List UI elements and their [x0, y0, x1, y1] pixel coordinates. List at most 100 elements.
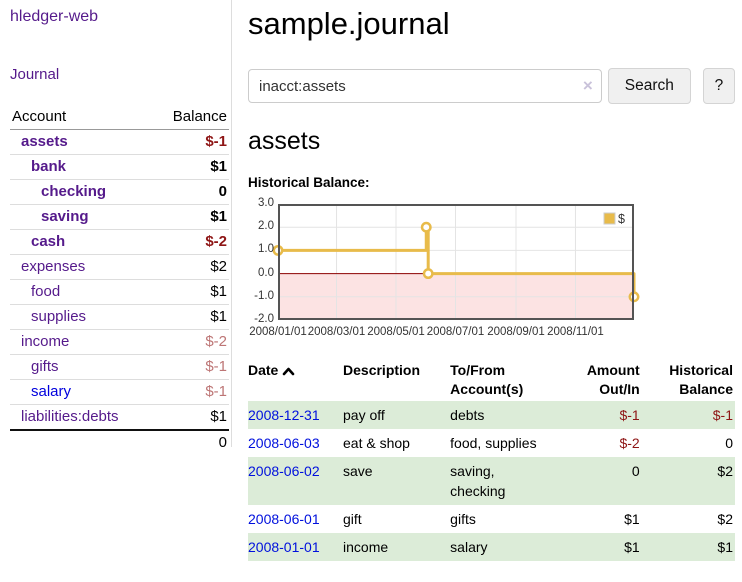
register-date-cell: 2008-06-03: [248, 429, 341, 457]
account-name-cell: liabilities:debts: [10, 404, 154, 431]
account-name-cell: assets: [10, 129, 154, 155]
help-button[interactable]: ?: [702, 68, 735, 104]
account-balance: $1: [153, 204, 229, 230]
account-row: assets $-1: [10, 129, 229, 155]
account-balance: 0: [153, 179, 229, 205]
account-link[interactable]: gifts: [31, 358, 59, 375]
brand-link[interactable]: hledger-web: [10, 8, 99, 25]
register-amount-cell: $1: [624, 511, 640, 527]
register-row: 2008-06-03 eat & shop food, supplies $-2 0: [248, 429, 735, 457]
account-link[interactable]: supplies: [31, 308, 87, 325]
account-balance: $-2: [153, 229, 229, 255]
nav-journal-link[interactable]: Journal: [10, 66, 60, 83]
account-link[interactable]: food: [31, 283, 61, 300]
y-tick-label: -1.0: [254, 289, 274, 302]
register-date-cell: 2008-12-31: [248, 401, 341, 429]
register-amount-cell: 0: [631, 463, 640, 479]
transaction-date-link[interactable]: 2008-06-02: [248, 463, 320, 479]
page-title: sample.journal: [248, 6, 450, 41]
register-header-date[interactable]: Date: [248, 359, 341, 401]
register-accounts-cell: debts: [450, 407, 485, 423]
register-header-balance: Historical Balance: [669, 362, 733, 397]
register-amount-cell: $1: [624, 539, 640, 555]
x-tick-label: 2008/07/01: [426, 326, 485, 338]
account-row: food $1: [10, 279, 229, 305]
register-date-cell: 2008-01-01: [248, 533, 341, 561]
account-link[interactable]: expenses: [21, 258, 86, 275]
register-date-cell: 2008-06-02: [248, 457, 341, 505]
account-link[interactable]: checking: [41, 183, 107, 200]
x-tick-label: 2008/01/01: [249, 326, 307, 338]
account-link[interactable]: assets: [21, 133, 68, 150]
x-tick-label: 2008/09/01: [487, 326, 545, 338]
register-accounts-cell: salary: [450, 539, 488, 555]
transaction-date-link[interactable]: 2008-01-01: [248, 539, 320, 555]
account-row: income $-2: [10, 329, 229, 355]
account-name-cell: gifts: [10, 354, 154, 380]
account-name-cell: income: [10, 329, 154, 355]
account-row: saving $1: [10, 204, 229, 230]
y-tick-label: 2.0: [258, 220, 274, 233]
historical-balance-chart[interactable]: $3.0 2.0 1.0 0.0 -1.0 -2.0 2008/01/01 2008/03/0…: [248, 197, 640, 342]
account-link[interactable]: income: [21, 333, 70, 350]
accounts-header-balance: Balance: [153, 104, 229, 130]
account-link[interactable]: liabilities:debts: [21, 408, 119, 425]
accounts-table: Account Balance assets $-1 bank $1 checking 0…: [10, 104, 229, 455]
register-accounts-cell: gifts: [450, 511, 476, 527]
data-point-marker: [422, 268, 434, 280]
account-row: supplies $1: [10, 304, 229, 330]
account-row: bank $1: [10, 154, 229, 180]
search-button[interactable]: Search: [607, 68, 691, 104]
transaction-date-link[interactable]: 2008-12-31: [248, 407, 320, 423]
accounts-total-spacer: [10, 429, 154, 455]
register-balance-cell: $2: [717, 511, 733, 527]
register-date-cell: 2008-06-01: [248, 505, 341, 533]
account-row: checking 0: [10, 179, 229, 205]
account-link[interactable]: saving: [41, 208, 89, 225]
register-header-date-label: Date: [248, 362, 279, 378]
y-tick-label: 3.0: [258, 197, 274, 209]
account-row: salary $-1: [10, 379, 229, 405]
register-description-cell: income: [343, 539, 389, 555]
register-row: 2008-01-01 income salary $1 $1: [248, 533, 735, 561]
account-name-cell: salary: [10, 379, 154, 405]
y-tick-label: 0.0: [258, 266, 274, 279]
register-description-cell: gift: [343, 511, 362, 527]
account-name-cell: saving: [10, 204, 154, 230]
account-link[interactable]: bank: [31, 158, 67, 175]
register-balance-cell: $2: [717, 463, 733, 479]
register-accounts-cell: saving, checking: [450, 463, 506, 499]
account-balance: $2: [153, 254, 229, 280]
register-description-cell: eat & shop: [343, 435, 410, 451]
account-link[interactable]: cash: [31, 233, 66, 250]
search-input-wrap: ×: [248, 69, 602, 103]
register-balance-cell: $1: [717, 539, 733, 555]
sidebar-nav: Journal: [10, 66, 231, 84]
plot-border: [278, 204, 634, 320]
sort-asc-icon: [283, 367, 295, 376]
account-name-cell: bank: [10, 154, 154, 180]
register-accounts-cell: food, supplies: [450, 435, 537, 451]
transaction-date-link[interactable]: 2008-06-03: [248, 435, 320, 451]
register-description-cell: pay off: [343, 407, 385, 423]
transaction-date-link[interactable]: 2008-06-01: [248, 511, 320, 527]
account-row: cash $-2: [10, 229, 229, 255]
account-link[interactable]: salary: [31, 383, 72, 400]
account-name-cell: cash: [10, 229, 154, 255]
register-balance-cell: $-1: [712, 407, 733, 423]
sidebar: hledger-web Journal Account Balance asse…: [0, 0, 232, 455]
x-tick-label: 2008/03/01: [307, 326, 366, 338]
register-row: 2008-06-01 gift gifts $1 $2: [248, 505, 735, 533]
register-header-row: Date Description To/From Account(s) Amou…: [248, 359, 735, 401]
search-input[interactable]: [248, 69, 602, 103]
register-description-cell: save: [343, 463, 373, 479]
account-row: expenses $2: [10, 254, 229, 280]
clear-search-icon[interactable]: ×: [582, 76, 593, 95]
account-balance: $1: [153, 304, 229, 330]
account-balance: $-1: [153, 379, 229, 405]
chart-plot: $: [272, 204, 640, 320]
account-row: liabilities:debts $1: [10, 404, 229, 431]
main-content: sample.journal × Search ? assets Histori…: [248, 0, 735, 561]
account-name-cell: supplies: [10, 304, 154, 330]
register-balance-cell: 0: [725, 435, 733, 451]
